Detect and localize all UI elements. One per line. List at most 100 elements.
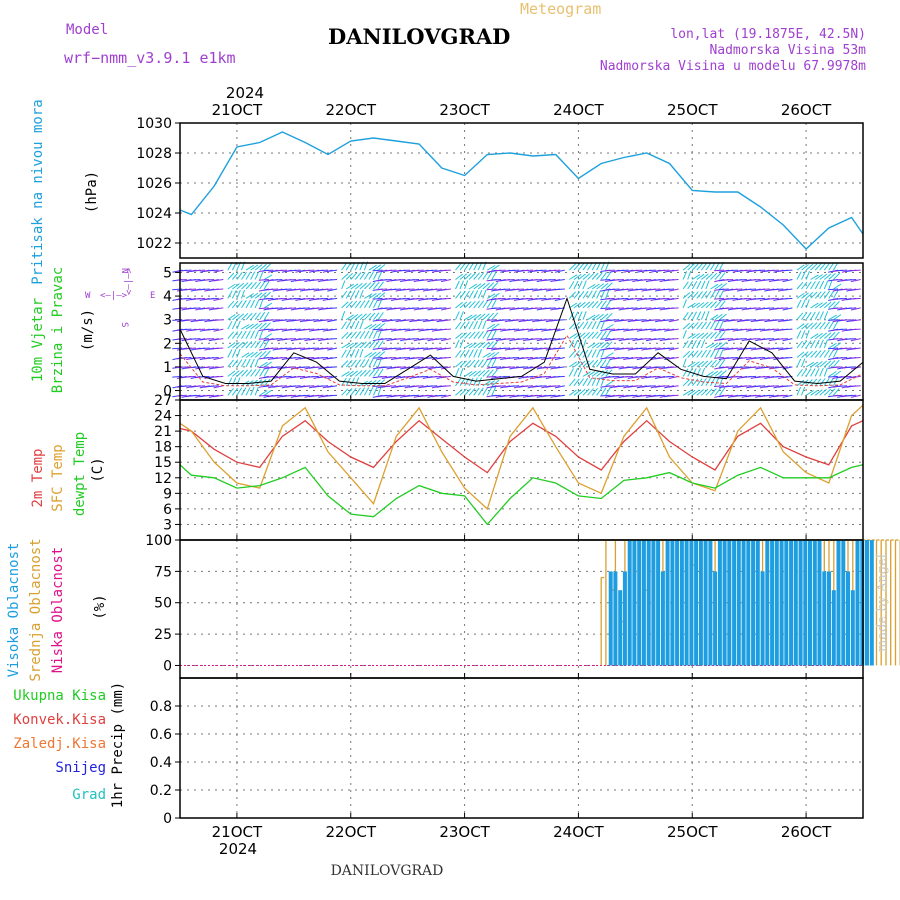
cloud-high-bar (827, 571, 831, 666)
wind-barb (372, 328, 383, 331)
wind-barb (459, 339, 464, 349)
wind-barb (477, 348, 483, 358)
wind-barb (801, 271, 806, 280)
wind-barb (482, 359, 489, 368)
wind-barb (696, 280, 702, 290)
wind-barb (668, 394, 679, 397)
wind-barb (431, 375, 442, 378)
wind-barb (254, 271, 260, 280)
wind-barb (773, 319, 784, 321)
wind-barb (605, 387, 611, 396)
y-tick-label: 75 (154, 564, 172, 580)
wind-barb (276, 385, 288, 387)
wind-barb (427, 269, 438, 272)
wind-barb (819, 301, 828, 309)
wind-barb (587, 349, 593, 358)
cloud-high-bar (760, 571, 765, 666)
wind-barb (487, 380, 495, 387)
wind-barb (522, 328, 533, 331)
wind-barb (837, 297, 848, 300)
wind-barb (359, 282, 367, 290)
cloud-high-bar (751, 540, 756, 666)
wind-barb (582, 311, 587, 320)
y-tick-label: 0 (163, 811, 172, 827)
cloud-high-bar (684, 540, 689, 666)
wind-barb (254, 323, 263, 330)
wind-barb (723, 338, 734, 340)
wind-barb (759, 319, 770, 321)
wind-barb (250, 271, 256, 280)
wind-barb (258, 279, 269, 281)
wind-barb (522, 385, 533, 387)
precip-legend-item: Konvek.Kisa (13, 712, 106, 728)
wind-barb (591, 359, 599, 368)
wind-barb (801, 299, 806, 309)
wind-barb (473, 320, 479, 330)
cloud-high-bar (608, 571, 613, 666)
wind-barb (627, 394, 638, 397)
wind-barb (536, 357, 547, 359)
wind-barb (701, 332, 709, 339)
wind-barb (231, 320, 237, 330)
wind-barb (632, 328, 643, 331)
wind-barb (213, 297, 224, 301)
wind-barb (691, 311, 698, 320)
wind-barb (819, 291, 826, 299)
wind-barb (486, 271, 493, 280)
wind-barb (850, 288, 861, 291)
wind-barb (719, 331, 726, 339)
meteogram-subtitle: Meteogram (520, 0, 601, 18)
wind-barb (250, 340, 257, 349)
wind-barb (368, 264, 377, 271)
wind-barb (250, 386, 255, 396)
wind-barb (846, 394, 857, 397)
cloud-high-bar (656, 540, 661, 666)
wind-barb (841, 347, 852, 350)
wind-barb (418, 288, 429, 291)
wind-barb (700, 321, 708, 330)
wind-barb (654, 366, 665, 369)
wind-barb (185, 375, 196, 378)
wind-barb (819, 273, 828, 280)
wind-barb (317, 297, 329, 300)
wind-barb (828, 371, 837, 377)
wind-barb (373, 386, 378, 396)
wind-barb (258, 394, 269, 397)
wind-barb (436, 338, 447, 340)
wind-barb (276, 357, 288, 359)
wind-barb (736, 279, 747, 281)
wind-barb (313, 279, 324, 281)
wind-barb (805, 361, 815, 368)
wind-barb (832, 279, 843, 281)
wind-barb (350, 370, 359, 377)
y-tick-label: 15 (154, 455, 172, 471)
wind-barb (345, 359, 353, 368)
wind-barb (596, 300, 603, 309)
wind-barb (513, 319, 524, 321)
wind-barb (345, 342, 354, 349)
wind-barb (550, 297, 561, 300)
wind-barb (373, 351, 381, 358)
wind-barb (604, 269, 615, 272)
wind-barb (573, 280, 579, 290)
wind-barb (823, 332, 832, 339)
wind-barb (805, 329, 810, 339)
wind-barb (468, 388, 476, 396)
wind-barb (373, 299, 378, 309)
cloud-high-bar (865, 540, 869, 666)
wind-barb (350, 300, 358, 309)
wind-barb (359, 300, 366, 309)
wind-barb (522, 357, 533, 359)
wind-barb (468, 349, 474, 358)
wind-barb (569, 274, 578, 280)
wind-barb (455, 321, 462, 330)
wind-barb (236, 282, 245, 290)
wind-barb (768, 328, 779, 331)
wind-barb (659, 269, 670, 272)
wind-barb (231, 349, 237, 358)
wind-barb (263, 263, 272, 271)
wind-barb (477, 272, 485, 280)
wind-barb (609, 347, 620, 350)
wind-barb (368, 292, 377, 299)
wind-barb (705, 273, 713, 280)
